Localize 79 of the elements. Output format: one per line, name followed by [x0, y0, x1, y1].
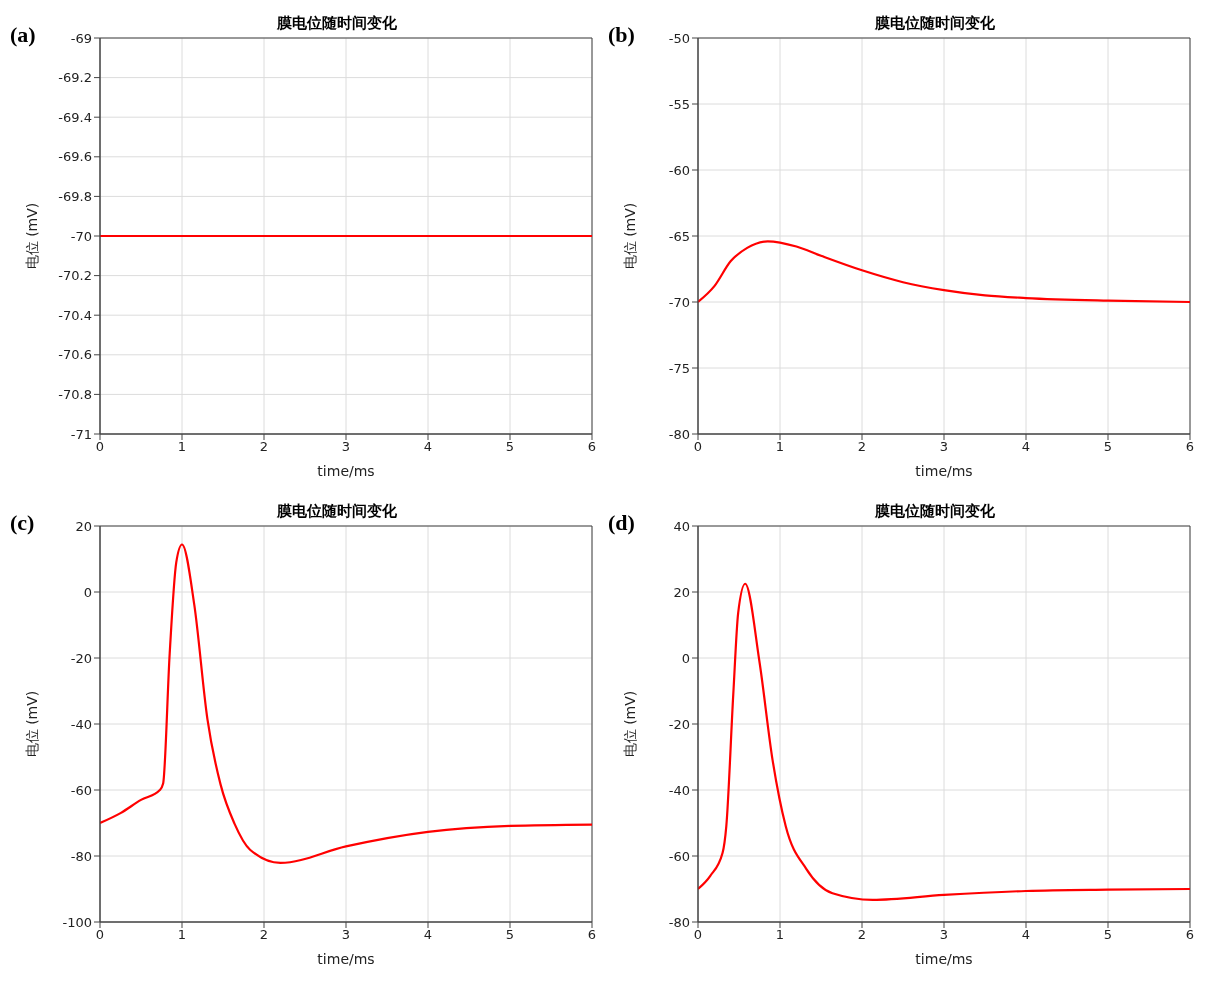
y-tick-label: -20 [668, 716, 690, 732]
x-axis-title: time/ms [317, 951, 375, 967]
y-tick-label: -50 [668, 30, 690, 46]
y-tick-label: -69.6 [58, 149, 92, 165]
x-axis-title: time/ms [915, 463, 973, 479]
text: (a) [10, 22, 36, 48]
y-tick-label: -20 [70, 650, 92, 666]
y-tick-label: -69 [70, 30, 92, 46]
y-tick-label: -55 [668, 96, 690, 112]
y-axis-title: 电位 (mV) [23, 690, 40, 758]
text: (c) [10, 510, 35, 536]
x-tick-label: 2 [259, 439, 269, 455]
x-tick-label: 0 [95, 439, 105, 455]
y-tick-label: -70 [668, 294, 690, 310]
x-tick-label: 0 [95, 927, 105, 943]
y-tick-label: -75 [668, 360, 690, 376]
y-tick-label: -70.6 [58, 347, 92, 363]
x-tick-label: 4 [1021, 439, 1031, 455]
x-tick-label: 2 [857, 439, 867, 455]
x-axis-title: time/ms [317, 463, 375, 479]
x-tick-label: 6 [1185, 439, 1195, 455]
x-tick-label: 3 [939, 439, 949, 455]
y-tick-label: -70.4 [58, 307, 92, 323]
text: (d) [608, 510, 635, 536]
y-tick-label: 0 [83, 584, 92, 600]
y-axis-title: 电位 (mV) [621, 690, 638, 758]
x-tick-label: 0 [693, 927, 703, 943]
y-tick-label: -80 [668, 426, 690, 442]
x-tick-label: 5 [505, 927, 515, 943]
line-series [100, 543, 592, 865]
chart-title: 膜电位随时间变化 [875, 502, 995, 520]
x-tick-label: 1 [177, 439, 187, 455]
x-tick-label: 5 [505, 439, 515, 455]
y-tick-label: -60 [668, 848, 690, 864]
chart-title: 膜电位随时间变化 [875, 14, 995, 32]
text: (b) [608, 22, 635, 48]
x-tick-label: 4 [423, 439, 433, 455]
y-tick-label: -60 [70, 782, 92, 798]
x-tick-label: 2 [857, 927, 867, 943]
x-tick-label: 6 [1185, 927, 1195, 943]
y-tick-label: 40 [673, 518, 690, 534]
y-tick-label: -40 [70, 716, 92, 732]
y-tick-label: 0 [681, 650, 690, 666]
x-tick-label: 5 [1103, 439, 1113, 455]
y-tick-label: -69.2 [58, 70, 92, 86]
y-tick-label: 20 [75, 518, 92, 534]
x-tick-label: 6 [587, 927, 597, 943]
x-axis-title: time/ms [915, 951, 973, 967]
x-tick-label: 3 [939, 927, 949, 943]
x-tick-label: 6 [587, 439, 597, 455]
y-axis-title: 电位 (mV) [23, 202, 40, 270]
y-tick-label: -65 [668, 228, 690, 244]
x-tick-label: 0 [693, 439, 703, 455]
x-tick-label: 3 [341, 439, 351, 455]
x-tick-label: 2 [259, 927, 269, 943]
line-series [698, 582, 1190, 901]
y-axis-title: 电位 (mV) [621, 202, 638, 270]
chart-title: 膜电位随时间变化 [277, 14, 397, 32]
y-tick-label: -70 [70, 228, 92, 244]
y-tick-label: 20 [673, 584, 690, 600]
y-tick-label: -80 [668, 914, 690, 930]
x-tick-label: 4 [423, 927, 433, 943]
x-tick-label: 1 [775, 927, 785, 943]
x-tick-label: 1 [775, 439, 785, 455]
line-series [698, 240, 1190, 304]
x-tick-label: 1 [177, 927, 187, 943]
y-tick-label: -70.8 [58, 387, 92, 403]
x-tick-label: 3 [341, 927, 351, 943]
y-tick-label: -80 [70, 848, 92, 864]
x-tick-label: 4 [1021, 927, 1031, 943]
y-tick-label: -69.8 [58, 189, 92, 205]
x-tick-label: 5 [1103, 927, 1113, 943]
y-tick-label: -70.2 [58, 268, 92, 284]
y-tick-label: -40 [668, 782, 690, 798]
y-tick-label: -71 [70, 426, 92, 442]
y-tick-label: -60 [668, 162, 690, 178]
y-tick-label: -100 [62, 914, 92, 930]
chart-title: 膜电位随时间变化 [277, 502, 397, 520]
y-tick-label: -69.4 [58, 109, 92, 125]
